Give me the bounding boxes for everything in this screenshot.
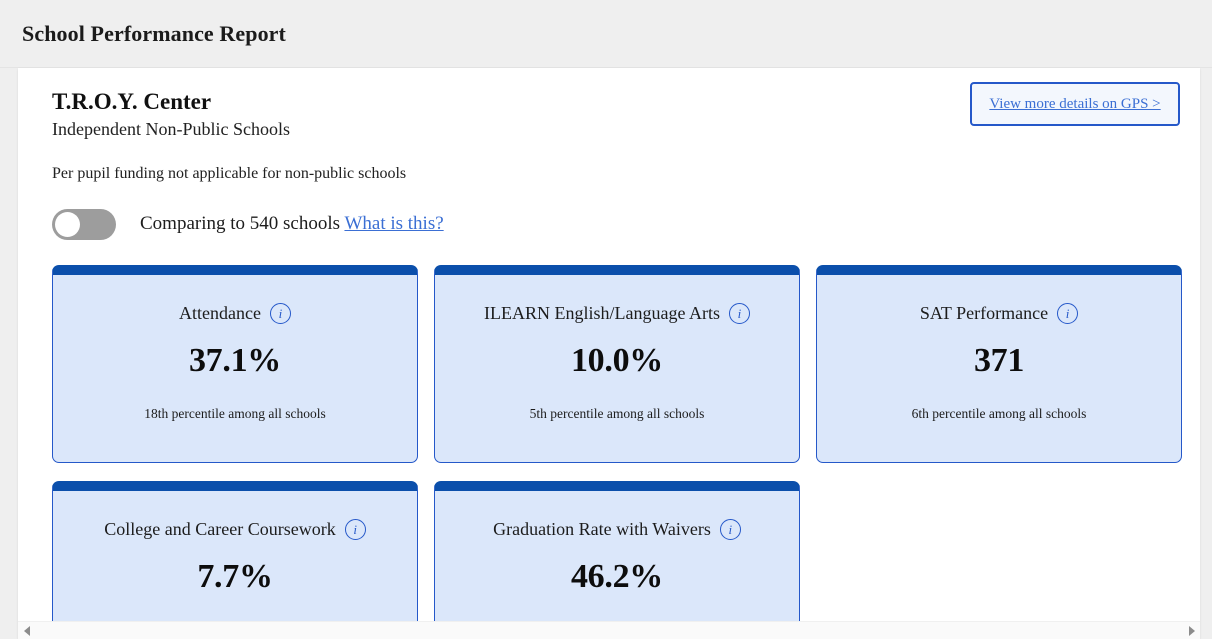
school-name: T.R.O.Y. Center	[52, 89, 212, 114]
card-value: 7.7%	[197, 557, 273, 595]
card-subtext: 6th percentile among all schools	[911, 405, 1087, 421]
per-pupil-funding-note: Per pupil funding not applicable for non…	[52, 164, 407, 182]
metric-card-graduation-rate-with-waivers[interactable]: Graduation Rate with Waivers i 46.2%	[434, 480, 800, 622]
card-value: 10.0%	[570, 341, 663, 379]
info-icon[interactable]: i	[728, 302, 750, 324]
card-value: 46.2%	[570, 557, 663, 595]
card-subtext: 5th percentile among all schools	[529, 405, 705, 421]
report-panel: View more details on GPS > T.R.O.Y. Cent…	[18, 68, 1200, 639]
card-title-label: Graduation Rate with Waivers	[493, 519, 711, 540]
info-icon[interactable]: i	[1057, 302, 1079, 324]
triangle-left-icon[interactable]	[18, 622, 35, 639]
card-title-label: College and Career Coursework	[104, 519, 336, 540]
report-scroll-area: View more details on GPS > T.R.O.Y. Cent…	[18, 68, 1200, 622]
view-more-details-gps-button[interactable]: View more details on GPS >	[970, 82, 1180, 126]
app-header: School Performance Report	[0, 0, 1212, 68]
metric-card-sat-performance[interactable]: SAT Performance i 371 6th percentile amo…	[816, 264, 1182, 463]
scrollbar-track[interactable]	[35, 622, 1183, 639]
comparison-toggle[interactable]	[52, 208, 116, 240]
triangle-right-icon[interactable]	[1183, 622, 1200, 639]
gps-button-label: View more details on GPS >	[989, 95, 1161, 112]
metric-card-grid: Attendance i 37.1% 18th percentile among…	[52, 264, 1182, 622]
school-type: Independent Non-Public Schools	[52, 118, 290, 139]
card-title-label: ILEARN English/Language Arts	[484, 303, 720, 324]
info-icon[interactable]: i	[344, 518, 366, 540]
card-title: Attendance i	[179, 302, 291, 324]
comparison-text: Comparing to 540 schools What is this?	[140, 213, 444, 235]
what-is-this-link[interactable]: What is this?	[344, 213, 444, 235]
horizontal-scrollbar[interactable]	[18, 621, 1200, 639]
card-subtext: 18th percentile among all schools	[144, 405, 326, 421]
card-title-label: SAT Performance	[919, 303, 1049, 324]
comparison-toggle-row: Comparing to 540 schools What is this?	[52, 208, 1200, 240]
card-value: 37.1%	[188, 341, 281, 379]
info-icon[interactable]: i	[719, 518, 741, 540]
info-icon[interactable]: i	[269, 302, 291, 324]
report-content: View more details on GPS > T.R.O.Y. Cent…	[18, 68, 1200, 622]
card-title-label: Attendance	[179, 303, 261, 324]
metric-card-ilearn-english-language-arts[interactable]: ILEARN English/Language Arts i 10.0% 5th…	[434, 264, 800, 463]
card-title: ILEARN English/Language Arts i	[484, 302, 750, 324]
toggle-knob	[55, 211, 80, 237]
comparison-label: Comparing to 540 schools	[140, 213, 341, 235]
card-title: College and Career Coursework i	[104, 518, 366, 540]
card-title: SAT Performance i	[919, 302, 1079, 324]
metric-card-attendance[interactable]: Attendance i 37.1% 18th percentile among…	[52, 264, 418, 463]
card-title: Graduation Rate with Waivers i	[493, 518, 741, 540]
metric-card-college-and-career-coursework[interactable]: College and Career Coursework i 7.7%	[52, 480, 418, 622]
card-value: 371	[973, 341, 1025, 379]
page-title: School Performance Report	[22, 20, 286, 46]
